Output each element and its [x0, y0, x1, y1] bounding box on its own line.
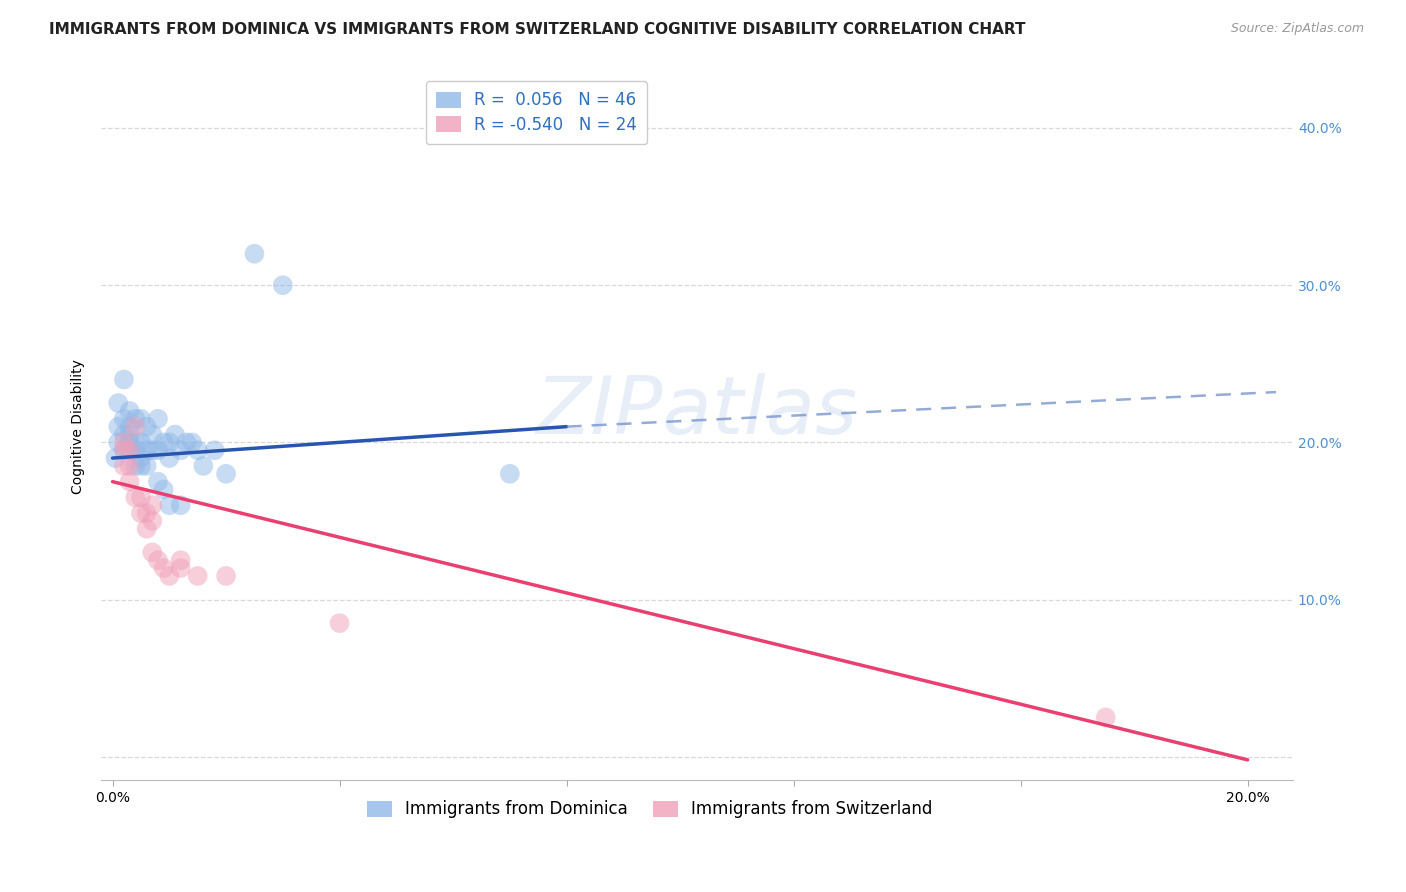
- Point: [112, 411, 135, 425]
- Legend: Immigrants from Dominica, Immigrants from Switzerland: Immigrants from Dominica, Immigrants fro…: [360, 794, 939, 825]
- Point: [112, 435, 135, 450]
- Point: [146, 443, 169, 458]
- Point: [135, 522, 157, 536]
- Point: [107, 419, 129, 434]
- Point: [107, 435, 129, 450]
- Point: [146, 411, 169, 425]
- Point: [187, 443, 209, 458]
- Point: [129, 491, 152, 505]
- Point: [135, 443, 157, 458]
- Point: [124, 419, 146, 434]
- Y-axis label: Cognitive Disability: Cognitive Disability: [72, 359, 86, 494]
- Point: [124, 443, 146, 458]
- Point: [129, 451, 152, 466]
- Point: [499, 467, 522, 481]
- Point: [118, 427, 141, 442]
- Point: [157, 498, 180, 512]
- Point: [124, 411, 146, 425]
- Point: [243, 246, 266, 260]
- Point: [124, 491, 146, 505]
- Point: [118, 443, 141, 458]
- Point: [118, 419, 141, 434]
- Point: [169, 498, 191, 512]
- Point: [141, 498, 163, 512]
- Text: ZIPatlas: ZIPatlas: [536, 374, 858, 451]
- Point: [204, 443, 226, 458]
- Point: [118, 443, 141, 458]
- Point: [118, 435, 141, 450]
- Point: [181, 435, 204, 450]
- Point: [135, 458, 157, 473]
- Text: Source: ZipAtlas.com: Source: ZipAtlas.com: [1230, 22, 1364, 36]
- Point: [193, 458, 215, 473]
- Point: [104, 451, 127, 466]
- Point: [107, 396, 129, 410]
- Point: [118, 475, 141, 489]
- Point: [129, 506, 152, 520]
- Point: [112, 427, 135, 442]
- Point: [157, 435, 180, 450]
- Point: [118, 404, 141, 418]
- Point: [112, 443, 135, 458]
- Point: [215, 467, 238, 481]
- Point: [187, 569, 209, 583]
- Point: [152, 435, 174, 450]
- Point: [152, 483, 174, 497]
- Point: [169, 561, 191, 575]
- Point: [157, 451, 180, 466]
- Point: [141, 427, 163, 442]
- Point: [141, 514, 163, 528]
- Point: [215, 569, 238, 583]
- Point: [152, 561, 174, 575]
- Point: [169, 443, 191, 458]
- Point: [329, 616, 352, 631]
- Point: [141, 443, 163, 458]
- Point: [176, 435, 198, 450]
- Point: [118, 458, 141, 473]
- Point: [1094, 710, 1116, 724]
- Point: [112, 443, 135, 458]
- Point: [146, 475, 169, 489]
- Point: [146, 553, 169, 567]
- Point: [135, 419, 157, 434]
- Point: [271, 278, 294, 293]
- Point: [141, 545, 163, 559]
- Point: [135, 506, 157, 520]
- Point: [157, 569, 180, 583]
- Point: [124, 458, 146, 473]
- Point: [129, 458, 152, 473]
- Point: [112, 458, 135, 473]
- Text: IMMIGRANTS FROM DOMINICA VS IMMIGRANTS FROM SWITZERLAND COGNITIVE DISABILITY COR: IMMIGRANTS FROM DOMINICA VS IMMIGRANTS F…: [49, 22, 1026, 37]
- Point: [169, 553, 191, 567]
- Point: [112, 372, 135, 386]
- Point: [129, 435, 152, 450]
- Point: [124, 435, 146, 450]
- Point: [163, 427, 186, 442]
- Point: [129, 411, 152, 425]
